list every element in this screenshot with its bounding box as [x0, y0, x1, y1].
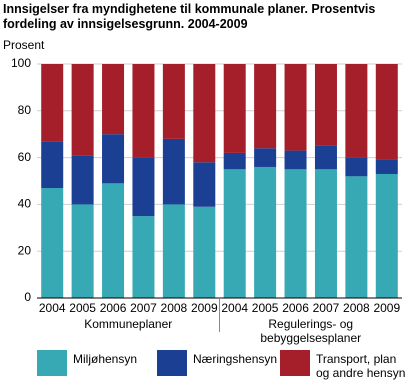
- chart-title: Innsigelser fra myndighetene til kommuna…: [3, 2, 376, 31]
- group-label: Kommuneplaner: [84, 317, 173, 331]
- bar-segment: [162, 138, 185, 205]
- group-label: Regulerings- og bebyggelsesplaner: [260, 317, 362, 345]
- y-tick-label: 40: [18, 197, 32, 211]
- y-tick-label: 80: [18, 103, 32, 117]
- bar-segment: [193, 64, 216, 163]
- x-tick-label: 2007: [313, 301, 340, 315]
- x-tick-label: 2008: [161, 301, 188, 315]
- bar-segment: [71, 64, 94, 156]
- bar-segment: [254, 166, 277, 298]
- legend-label: Næringshensyn: [193, 352, 278, 366]
- bar-segment: [314, 64, 337, 146]
- bar-segment: [223, 64, 246, 153]
- y-tick-label: 20: [18, 243, 32, 257]
- legend-label: Miljøhensyn: [73, 352, 138, 366]
- bar-segment: [132, 64, 155, 158]
- bar-segment: [254, 148, 277, 167]
- bar-segment: [41, 64, 64, 142]
- x-tick-label: 2004: [39, 301, 66, 315]
- bar-segment: [223, 169, 246, 298]
- legend-label: Transport, plan og andre hensyn: [316, 352, 406, 380]
- x-tick-label: 2005: [252, 301, 279, 315]
- bar-segment: [132, 216, 155, 298]
- y-tick-label: 100: [11, 56, 31, 70]
- legend-swatch: [157, 350, 187, 376]
- bar-segment: [71, 155, 94, 205]
- bar-segment: [162, 64, 185, 139]
- x-tick-label: 2006: [100, 301, 127, 315]
- x-tick-label: 2008: [343, 301, 370, 315]
- x-tick-label: 2006: [282, 301, 309, 315]
- bar-segment: [193, 162, 216, 207]
- bar-segment: [345, 157, 368, 177]
- bar-segment: [132, 157, 155, 217]
- bar-segment: [102, 64, 125, 135]
- bar-segment: [345, 64, 368, 158]
- bar-segment: [314, 145, 337, 170]
- x-tick-label: 2009: [191, 301, 218, 315]
- x-tick-label: 2005: [69, 301, 96, 315]
- y-tick-label: 60: [18, 150, 32, 164]
- legend-swatch: [280, 350, 310, 376]
- bar-segment: [102, 134, 125, 184]
- bar-segment: [345, 176, 368, 298]
- bar-segment: [223, 152, 246, 170]
- bar-segment: [375, 159, 398, 174]
- bar-segment: [71, 204, 94, 298]
- bar-segment: [314, 169, 337, 298]
- bar-segment: [375, 173, 398, 298]
- bar-segment: [284, 169, 307, 298]
- y-tick-label: 0: [24, 290, 31, 304]
- bar-segment: [193, 206, 216, 298]
- bar-segment: [41, 188, 64, 298]
- bar-segment: [162, 204, 185, 298]
- bar-segment: [254, 64, 277, 149]
- x-tick-label: 2007: [130, 301, 157, 315]
- bar-segment: [41, 141, 64, 189]
- bar-segment: [284, 150, 307, 170]
- x-tick-label: 2009: [373, 301, 400, 315]
- bar-segment: [284, 64, 307, 151]
- bar-segment: [102, 183, 125, 298]
- y-axis-label: Prosent: [3, 38, 45, 52]
- x-tick-label: 2004: [221, 301, 248, 315]
- legend-swatch: [37, 350, 67, 376]
- bar-segment: [375, 64, 398, 160]
